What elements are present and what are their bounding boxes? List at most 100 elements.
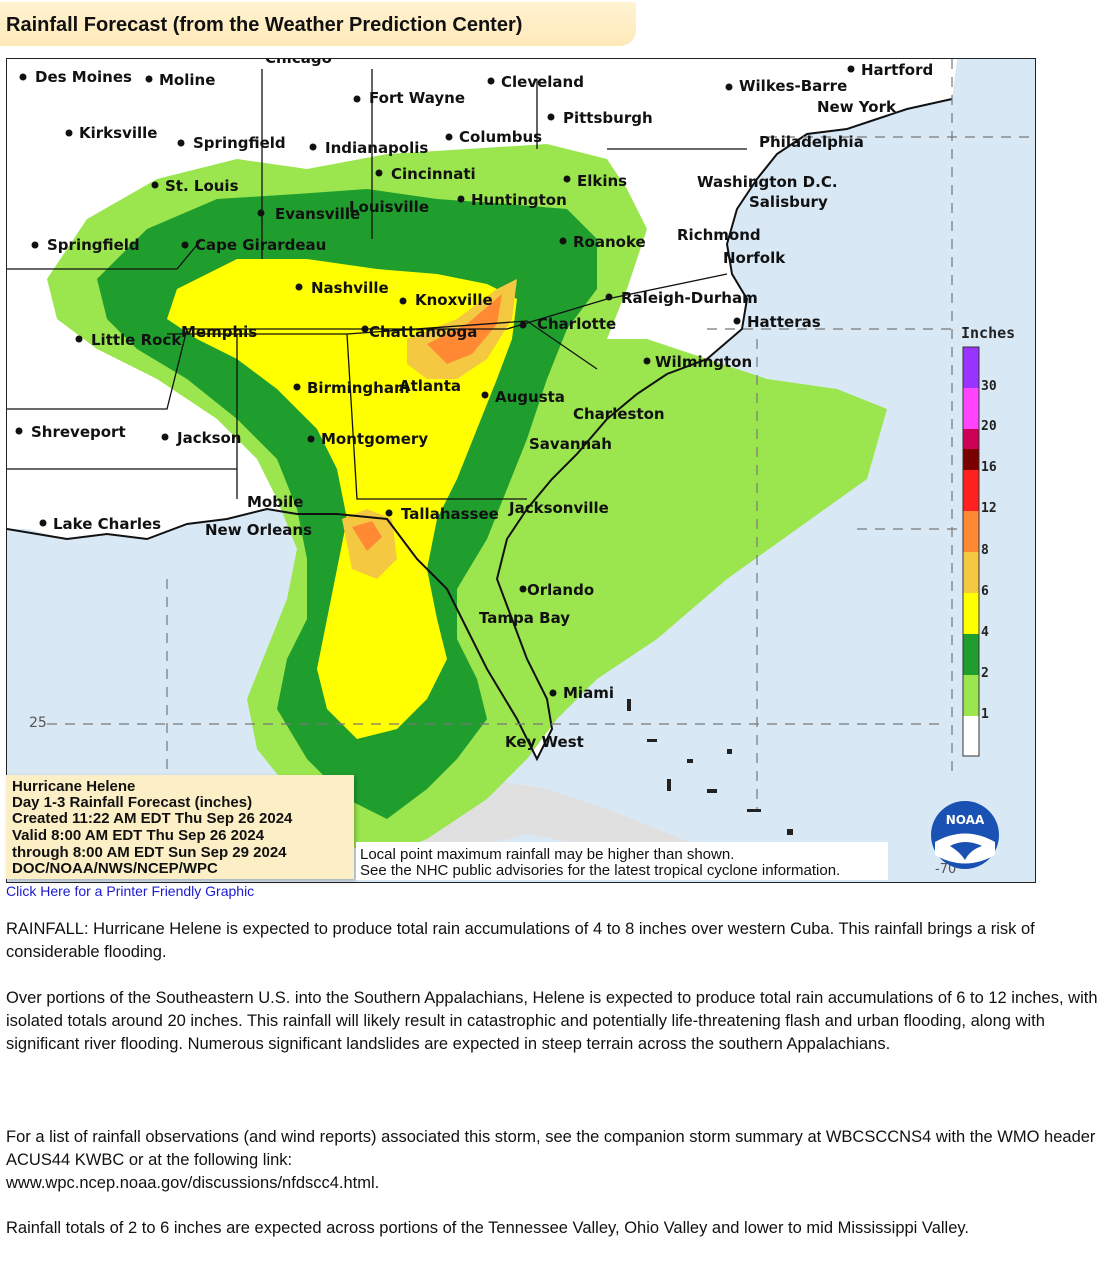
city-norfolk: Norfolk (723, 249, 786, 267)
legend-label-20: 20 (981, 419, 997, 434)
disclaimer-line-1: Local point maximum rainfall may be high… (360, 846, 735, 863)
city-miami: Miami (563, 684, 614, 702)
city-philadelphia: Philadelphia (759, 133, 864, 151)
noaa-logo-text: NOAA (946, 813, 985, 827)
legend-swatch-4 (963, 552, 979, 593)
legend-swatch-30 (963, 347, 979, 388)
city-montgomery: Montgomery (321, 430, 428, 448)
city-salisbury: Salisbury (749, 193, 828, 211)
city-shreveport: Shreveport (31, 423, 126, 441)
city-augusta: Augusta (495, 388, 565, 406)
legend-swatch-16 (963, 429, 979, 449)
state-borders (7, 69, 747, 500)
legend-label-1: 1 (981, 707, 989, 722)
legend-swatch-12 (963, 449, 979, 470)
noaa-logo: NOAA (931, 801, 999, 869)
lat-lon-grid (47, 59, 1035, 819)
legend-label-6: 6 (981, 584, 989, 599)
city-hatteras: Hatteras (747, 313, 821, 331)
info-storm-name: Hurricane Helene (12, 778, 136, 795)
city-louisville: Louisville (349, 198, 429, 216)
paragraph-observations: For a list of rainfall observations (and… (6, 1126, 1110, 1195)
legend-label-2: 2 (981, 666, 989, 681)
legend-label-12: 12 (981, 501, 997, 516)
rain-red-south (352, 521, 382, 551)
info-created: Created 11:22 AM EDT Thu Sep 26 2024 (12, 810, 293, 827)
city-little-rock: Little Rock (91, 331, 182, 349)
city-nashville: Nashville (311, 279, 389, 297)
info-valid-start: Valid 8:00 AM EDT Thu Sep 26 2024 (12, 827, 265, 844)
forecast-info-box: Hurricane Helene Day 1-3 Rainfall Foreca… (6, 775, 354, 879)
city-cape-girardeau: Cape Girardeau (195, 236, 326, 254)
title-highlight: Rainfall Forecast (from the Weather Pred… (0, 2, 636, 46)
city-charleston: Charleston (573, 405, 665, 423)
paragraph-valleys: Rainfall totals of 2 to 6 inches are exp… (6, 1219, 969, 1237)
printer-friendly-link[interactable]: Click Here for a Printer Friendly Graphi… (6, 883, 255, 899)
city-cleveland: Cleveland (501, 73, 584, 91)
info-agency: DOC/NOAA/NWS/NCEP/WPC (12, 860, 218, 877)
city-evansville: Evansville (275, 205, 360, 223)
city-chattanooga: Chattanooga (369, 323, 477, 341)
legend-label-30: 30 (981, 379, 997, 394)
lat-label: 25 (29, 715, 47, 731)
legend-label-4: 4 (981, 625, 989, 640)
city-cincinnati: Cincinnati (391, 165, 476, 183)
city-springfield-il: Springfield (193, 134, 286, 152)
legend-swatch-none (963, 716, 979, 756)
city-atlanta: Atlanta (399, 377, 461, 395)
city-savannah: Savannah (529, 435, 612, 453)
legend-colorbar (962, 346, 980, 757)
legend-swatch-1 (963, 634, 979, 675)
city-tallahassee: Tallahassee (401, 505, 499, 523)
city-wilmington: Wilmington (655, 353, 752, 371)
city-richmond: Richmond (677, 226, 761, 244)
city-pittsburgh: Pittsburgh (563, 109, 653, 127)
city-mobile: Mobile (247, 493, 303, 511)
legend-label-16: 16 (981, 460, 997, 475)
info-valid-end: through 8:00 AM EDT Sun Sep 29 2024 (12, 844, 287, 861)
city-key-west: Key West (505, 733, 584, 751)
city-knoxville: Knoxville (415, 291, 493, 309)
legend-swatch-6 (963, 511, 979, 552)
city-indianapolis: Indianapolis (325, 139, 428, 157)
city-hartford: Hartford (861, 61, 933, 79)
city-tampa-bay: Tampa Bay (479, 609, 570, 627)
city-washington-dc: Washington D.C. (697, 173, 838, 191)
observations-link[interactable]: www.wpc.ncep.noaa.gov/discussions/nfdscc… (6, 1174, 380, 1192)
city-raleigh-durham: Raleigh-Durham (621, 289, 758, 307)
city-wilkes-barre: Wilkes-Barre (739, 77, 847, 95)
map-disclaimer: Local point maximum rainfall may be high… (356, 842, 888, 880)
city-st-louis: St. Louis (165, 177, 239, 195)
legend-title: Inches (961, 324, 1016, 342)
observations-text: For a list of rainfall observations (and… (6, 1128, 1096, 1169)
city-jackson: Jackson (176, 429, 241, 447)
city-des-moines: Des Moines (35, 68, 132, 86)
city-columbus: Columbus (459, 128, 542, 146)
city-roanoke: Roanoke (573, 233, 646, 251)
city-huntington: Huntington (471, 191, 567, 209)
city-memphis: Memphis (181, 323, 257, 341)
rainfall-map: 25 -70 Des Moines Moline Chicago Fort Wa… (6, 58, 1036, 883)
city-fort-wayne: Fort Wayne (369, 89, 465, 107)
disclaimer-line-2: See the NHC public advisories for the la… (360, 862, 841, 879)
legend-swatch-8 (963, 470, 979, 511)
paragraph-cuba: RAINFALL: Hurricane Helene is expected t… (6, 920, 1035, 961)
city-new-orleans: New Orleans (205, 521, 312, 539)
city-jacksonville: Jacksonville (508, 499, 609, 517)
city-lake-charles: Lake Charles (53, 515, 161, 533)
paragraph-southeast: Over portions of the Southeastern U.S. i… (6, 989, 1098, 1053)
city-birmingham: Birmingham (307, 379, 410, 397)
city-kirksville: Kirksville (79, 124, 157, 142)
city-new-york: New York (817, 98, 897, 116)
city-markers: Des Moines Moline Chicago Fort Wayne Cle… (15, 59, 933, 751)
map-svg: 25 -70 Des Moines Moline Chicago Fort Wa… (7, 59, 1035, 882)
coastline (7, 98, 953, 762)
city-chicago: Chicago (265, 59, 332, 67)
city-elkins: Elkins (577, 172, 627, 190)
legend-label-8: 8 (981, 543, 989, 558)
legend-swatch-2 (963, 593, 979, 634)
city-charlotte: Charlotte (537, 315, 616, 333)
city-orlando: Orlando (527, 581, 594, 599)
legend-swatch-20 (963, 388, 979, 429)
city-springfield-mo: Springfield (47, 236, 140, 254)
